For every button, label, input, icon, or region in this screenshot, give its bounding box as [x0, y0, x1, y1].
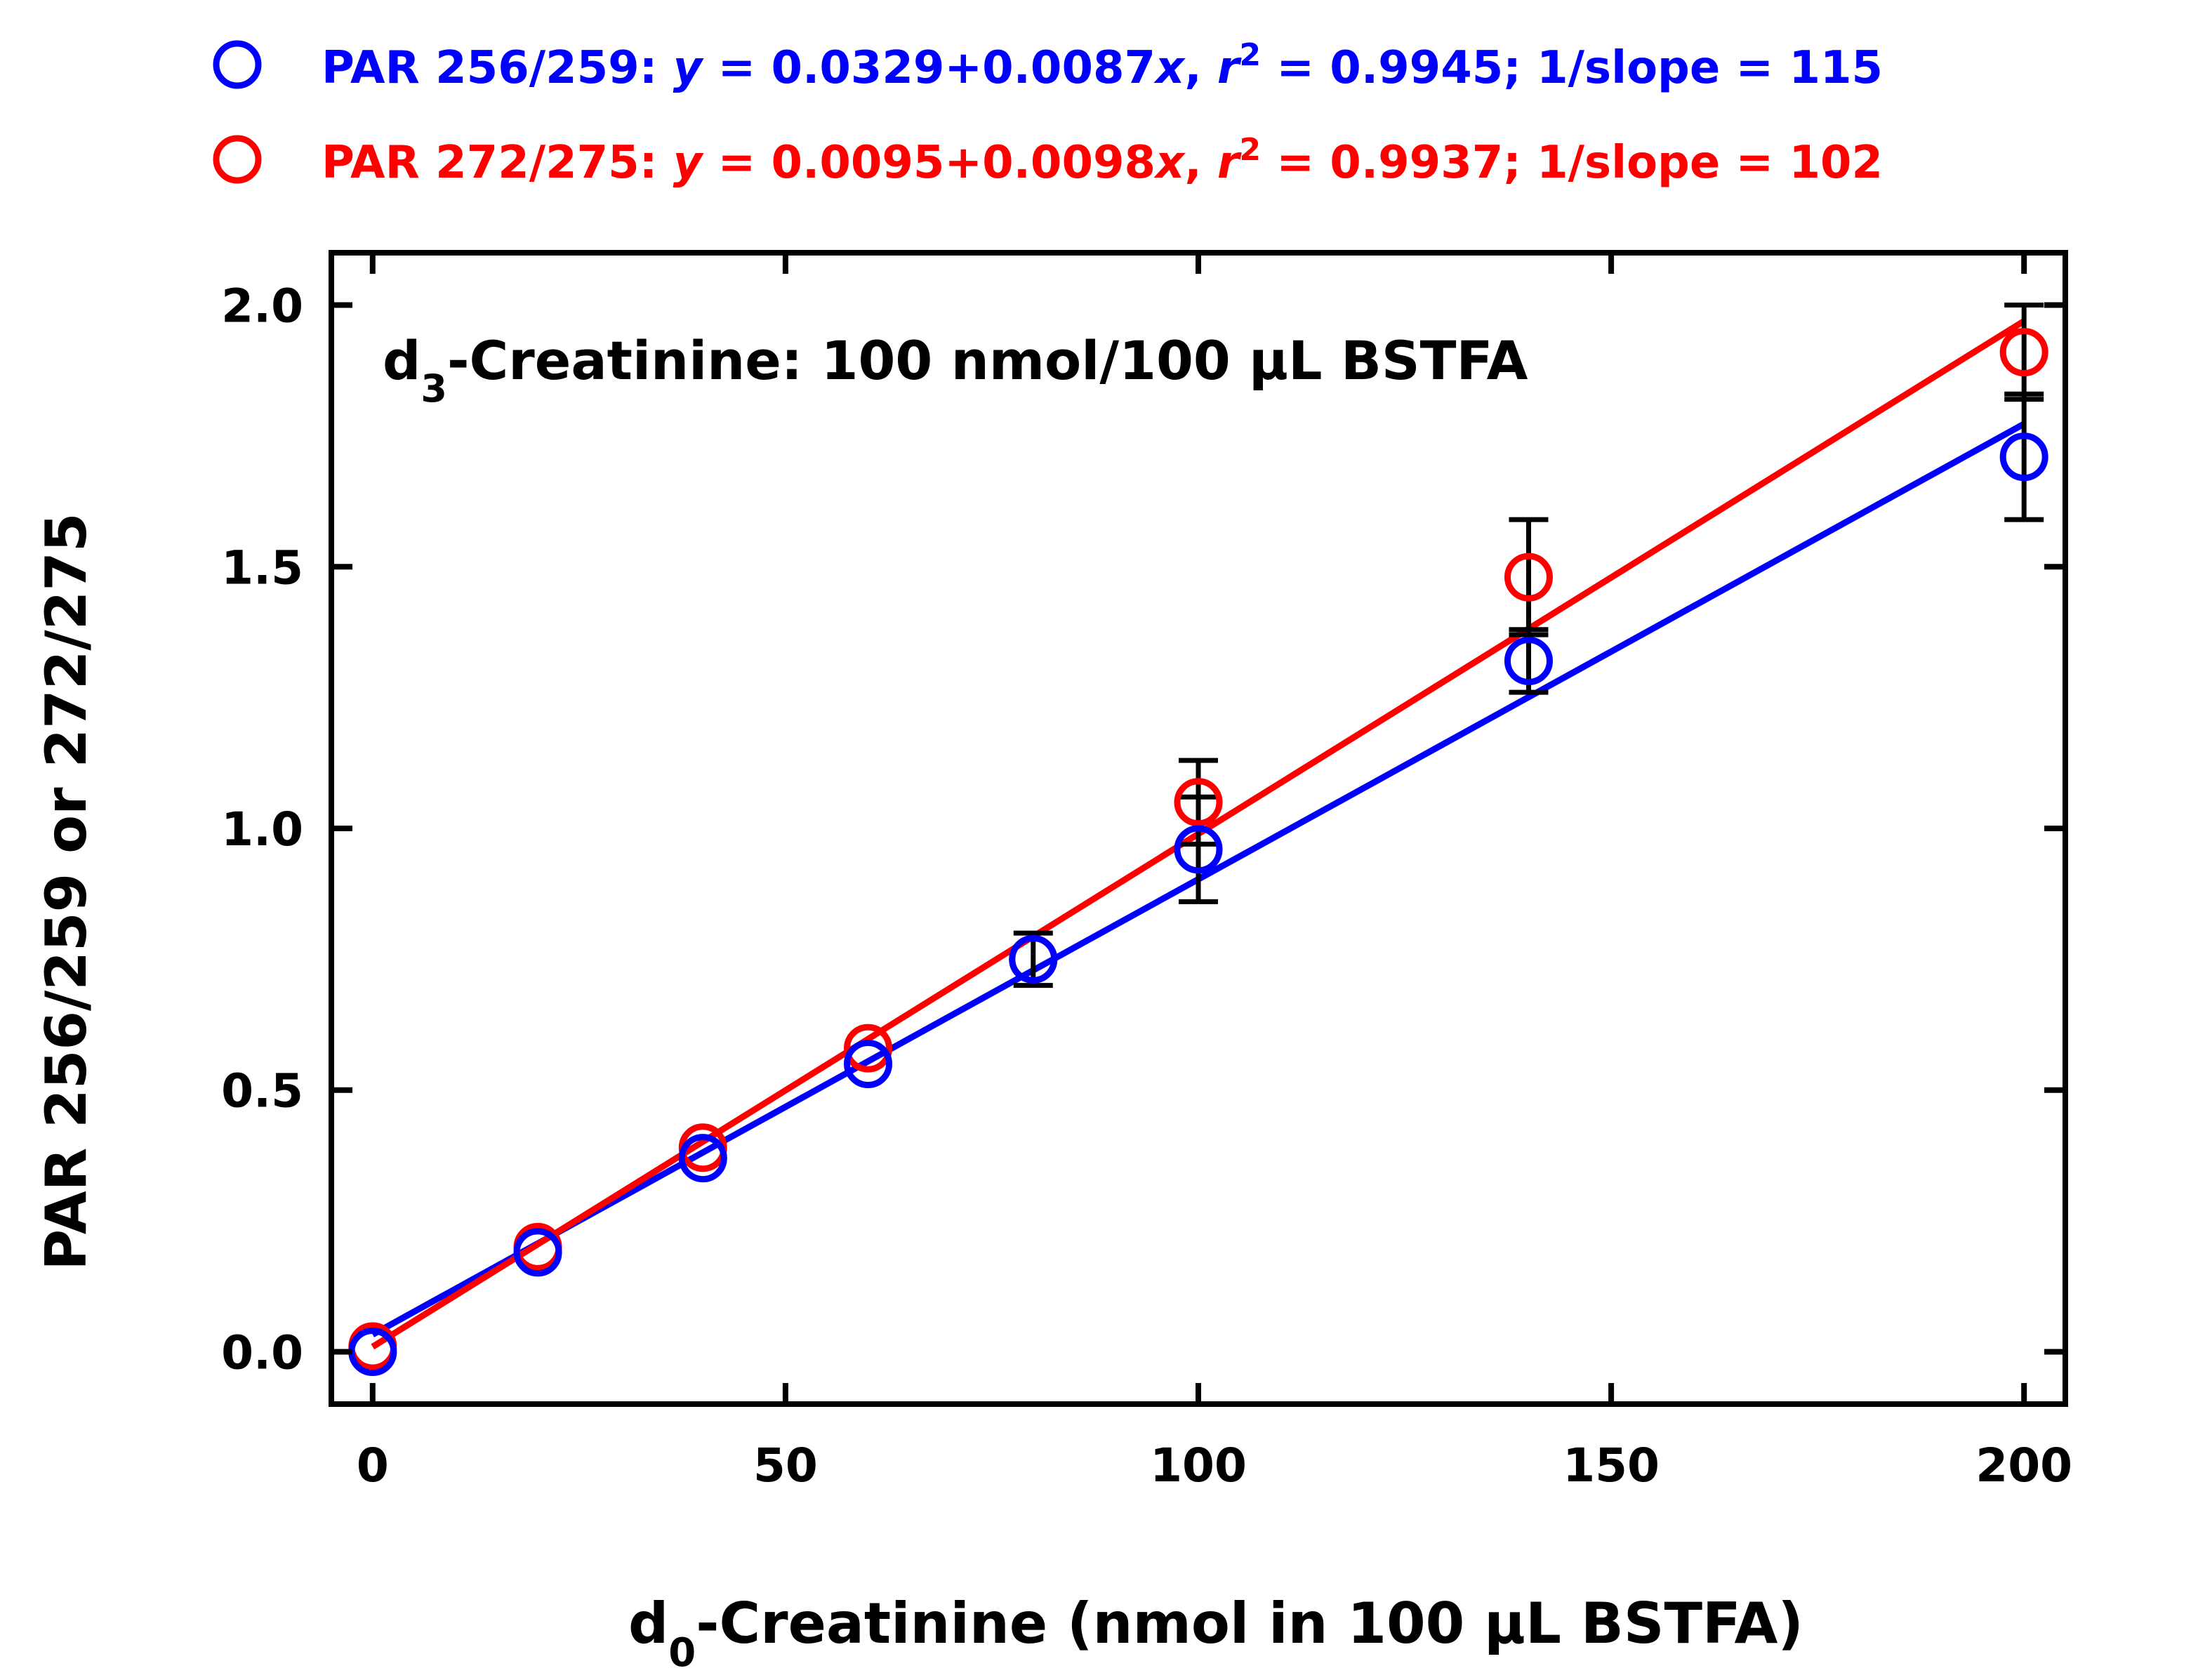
- y-tick-label: 1.5: [221, 541, 303, 595]
- y-axis-label: PAR 256/259 or 272/275: [34, 512, 99, 1270]
- x-tick-label: 0: [357, 1438, 389, 1493]
- data-point-par-256-259: [1009, 934, 1058, 984]
- x-tick-label: 150: [1563, 1438, 1660, 1493]
- legend-entry: PAR 256/259: y = 0.0329+0.0087x, r2 = 0.…: [322, 37, 1883, 95]
- data-point-par-272-275: [1504, 553, 1553, 602]
- data-point-par-256-259: [1999, 432, 2048, 482]
- y-tick-label: 0.5: [221, 1064, 303, 1118]
- data-point-par-256-259: [1504, 636, 1553, 685]
- data-point-par-256-259: [513, 1228, 562, 1277]
- data-point-par-272-275: [1999, 328, 2048, 377]
- data-point-par-256-259: [1174, 825, 1223, 874]
- error-bars: [1013, 303, 2044, 988]
- tick-labels: 0 50 100 150 200 0.0 0.5 1.0 1.5 2.0: [221, 279, 2072, 1493]
- legend: PAR 256/259: y = 0.0329+0.0087x, r2 = 0.…: [213, 37, 1883, 190]
- data-point-par-256-259: [678, 1134, 727, 1183]
- x-tick-label: 200: [1975, 1438, 2072, 1493]
- y-tick-label: 1.0: [221, 802, 303, 856]
- x-axis-label: d0-Creatinine (nmol in 100 µL BSTFA): [628, 1591, 1803, 1676]
- error-bar: [2004, 391, 2044, 522]
- x-tick-label: 100: [1150, 1438, 1247, 1493]
- data-point-par-272-275: [844, 1024, 893, 1073]
- y-tick-label: 0.0: [221, 1325, 303, 1380]
- axis-ticks: [331, 253, 2065, 1404]
- chart-title: d3-Creatinine: 100 nmol/100 µL BSTFA: [383, 329, 1528, 411]
- error-bar: [1013, 930, 1053, 988]
- error-bar: [2004, 303, 2044, 402]
- data-points: [348, 328, 2048, 1376]
- y-tick-label: 2.0: [221, 279, 303, 333]
- legend-marker: [213, 40, 262, 89]
- x-tick-label: 50: [753, 1438, 818, 1493]
- legend-marker: [213, 135, 262, 184]
- data-point-par-256-259: [844, 1039, 893, 1088]
- legend-entry: PAR 272/275: y = 0.0095+0.0098x, r2 = 0.…: [322, 132, 1883, 190]
- data-point-par-272-275: [1174, 778, 1223, 827]
- error-bar: [1509, 517, 1549, 637]
